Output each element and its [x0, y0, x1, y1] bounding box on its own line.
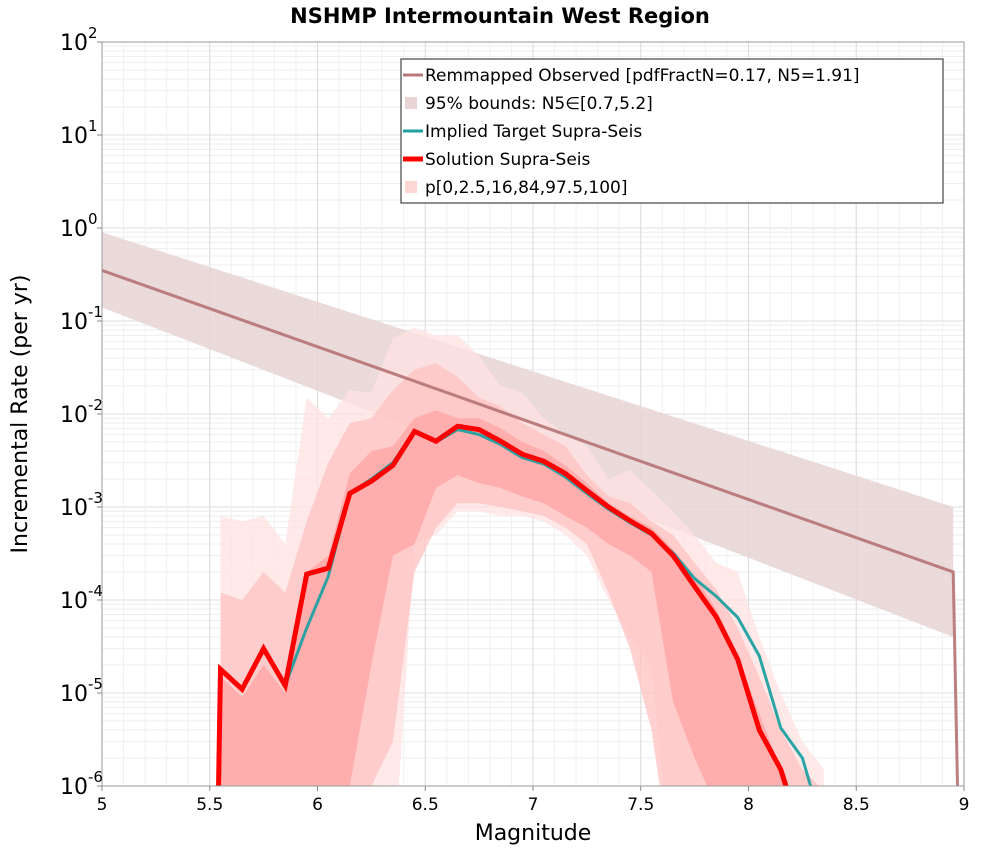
legend-swatch-square: [405, 97, 417, 109]
percentile-band-2: [220, 410, 789, 786]
x-tick-label: 6: [312, 795, 323, 815]
y-axis-ticks: 10-6 10-5 10-4 10-3 10-2 10-1 100 101 102: [60, 24, 103, 800]
series-lines: [102, 268, 959, 786]
solution-line: [216, 423, 789, 786]
legend-items: Remmapped Observed [pdfFractN=0.17, N5=1…: [403, 66, 860, 198]
legend-label: Implied Target Supra-Seis: [425, 122, 642, 142]
x-axis-label: Magnitude: [475, 821, 592, 846]
y-tick-label: 101: [60, 117, 98, 149]
x-tick-label: 8.5: [843, 795, 870, 815]
y-tick-label: 10-5: [60, 675, 103, 707]
y-tick-label: 10-6: [60, 768, 103, 800]
y-tick-label: 10-1: [60, 303, 103, 335]
y-tick-label: 10-4: [60, 582, 103, 614]
y-axis-label: Incremental Rate (per yr): [8, 275, 33, 554]
x-tick-label: 9: [959, 795, 970, 815]
x-tick-label: 7.5: [627, 795, 654, 815]
x-tick-label: 7: [528, 795, 539, 815]
legend-label: p[0,2.5,16,84,97.5,100]: [425, 178, 628, 198]
legend-label: Remmapped Observed [pdfFractN=0.17, N5=1…: [425, 66, 860, 86]
legend: Remmapped Observed [pdfFractN=0.17, N5=1…: [400, 58, 944, 204]
percentile-bands: [102, 232, 954, 786]
y-tick-label: 10-2: [60, 396, 103, 428]
chart-title: NSHMP Intermountain West Region: [290, 4, 710, 28]
x-tick-label: 8: [743, 795, 754, 815]
y-tick-label: 10-3: [60, 489, 103, 521]
legend-box: [400, 58, 944, 204]
x-tick-label: 5: [97, 795, 108, 815]
legend-label: Solution Supra-Seis: [425, 150, 591, 170]
legend-swatch-square: [405, 181, 417, 193]
remapped-observed-line: [102, 268, 959, 786]
x-tick-label: 6.5: [412, 795, 439, 815]
legend-label: 95% bounds: N5∈[0.7,5.2]: [425, 94, 653, 114]
x-axis-ticks: 5 5.5 6 6.5 7 7.5 8 8.5 9: [97, 786, 970, 815]
y-tick-label: 100: [60, 210, 98, 242]
x-tick-label: 5.5: [196, 795, 223, 815]
y-tick-label: 102: [60, 24, 98, 56]
